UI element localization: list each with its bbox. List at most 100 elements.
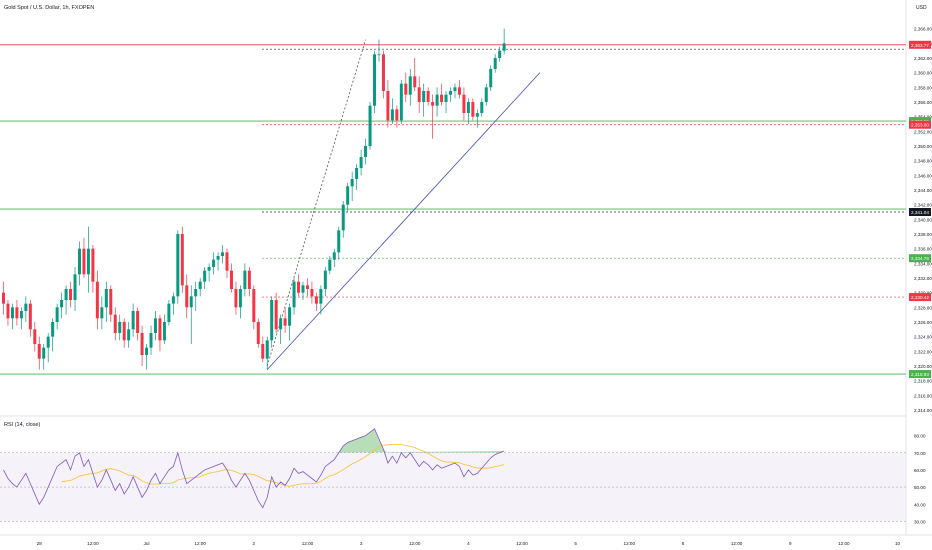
candle-up [207,267,211,271]
level-price-tag [909,208,931,216]
price-tick-label: 2,320.00 [914,364,932,369]
horizontal-levels[interactable] [0,44,906,375]
price-tick-label: 2,358.00 [914,85,932,90]
candle-up [55,307,59,322]
trendlines[interactable] [266,39,541,370]
time-tick-label: 12:00 [87,541,99,546]
price-tick-label: 2,322.00 [914,349,932,354]
candle-down [457,87,461,95]
candle-up [46,336,50,348]
time-axis[interactable]: 28 12:00 Jul 12:00 2 12:00 3 12:00 4 12:00 5 12:00 8… [37,541,932,546]
price-tick-label: 2,332.00 [914,276,932,281]
candle-down [136,311,140,333]
time-tick-label: 4 [467,541,470,546]
price-tick-label: 2,360.00 [914,71,932,76]
price-axis[interactable]: 2,366.002,364.002,362.002,360.002,358.00… [909,27,932,525]
candle-up [77,248,81,275]
candle-up [64,289,68,300]
candle-up [301,285,305,293]
price-tick-label: 2,338.00 [914,232,932,237]
candle-up [203,270,207,282]
candle-up [449,91,452,95]
candle-down [185,285,189,308]
time-tick-label: 12:00 [516,541,528,546]
candle-up [399,83,403,121]
candle-down [471,102,475,117]
candle-up [346,186,350,205]
price-tick-label: 2,356.00 [914,100,932,105]
candle-up [292,281,296,308]
candle-up [194,289,198,297]
candle-down [247,270,251,289]
level-price-label: 2,318.93 [911,372,929,377]
candle-down [33,329,37,344]
time-tick-label: 5 [574,541,577,546]
candle-up [422,91,426,102]
price-tick-label: 2,350.00 [914,144,932,149]
candle-up [118,322,122,333]
candle-down [82,248,86,275]
candle-down [15,307,19,319]
time-tick-label: 28 [37,541,43,546]
candle-up [238,289,242,308]
candle-up [453,87,457,91]
candle-up [337,230,341,253]
price-tick-label: 2,318.00 [914,379,932,384]
rsi-tick-label: 80.00 [914,434,926,439]
candle-up [51,322,55,337]
candle-up [243,270,247,289]
candle-down [113,314,117,333]
candle-up [435,94,439,106]
candle-down [158,318,162,341]
candle-down [234,289,238,308]
candle-down [440,94,444,102]
candle-up [221,252,225,256]
candle-down [386,91,390,121]
candle-down [2,292,5,304]
price-tick-label: 2,316.00 [914,393,932,398]
candle-up [390,109,394,121]
candle-up [42,347,46,359]
candle-down [69,289,73,300]
candle-up [355,168,359,179]
time-tick-label: 12:00 [409,541,421,546]
candle-up [162,322,166,341]
candle-down [28,303,32,330]
candle-down [91,248,95,282]
price-tick-label: 2,342.00 [914,203,932,208]
candle-up [444,94,448,102]
time-tick-label: 9 [789,541,792,546]
price-tick-label: 2,326.00 [914,320,932,325]
candle-up [189,296,193,308]
candle-up [493,58,497,69]
candle-up [475,113,479,117]
level-price-label: 2,330.42 [911,295,929,300]
dashed-trendline[interactable] [266,39,366,367]
candle-up [265,340,269,359]
candle-down [314,296,318,304]
candle-up [176,234,180,297]
candle-up [359,157,363,168]
time-tick-label: 10 [895,541,901,546]
candle-up [341,204,345,231]
candle-up [153,318,157,333]
time-tick-label: Jul [144,541,150,546]
rsi-tick-label: 60.00 [914,468,926,473]
candle-up [131,311,135,330]
candles [2,28,506,370]
level-price-label: 2,334.78 [911,256,929,261]
candle-up [198,281,202,289]
candle-up [86,248,90,275]
ascending-trendline[interactable] [266,72,541,370]
candle-up [368,105,372,146]
rsi-line [3,428,505,509]
candle-down [413,76,417,88]
candle-up [332,252,336,260]
candle-up [489,69,493,88]
level-price-tag [909,120,931,129]
candle-down [426,91,430,102]
time-tick-label: 12:00 [302,541,314,546]
time-tick-label: 12:00 [194,541,206,546]
candle-down [261,344,265,359]
